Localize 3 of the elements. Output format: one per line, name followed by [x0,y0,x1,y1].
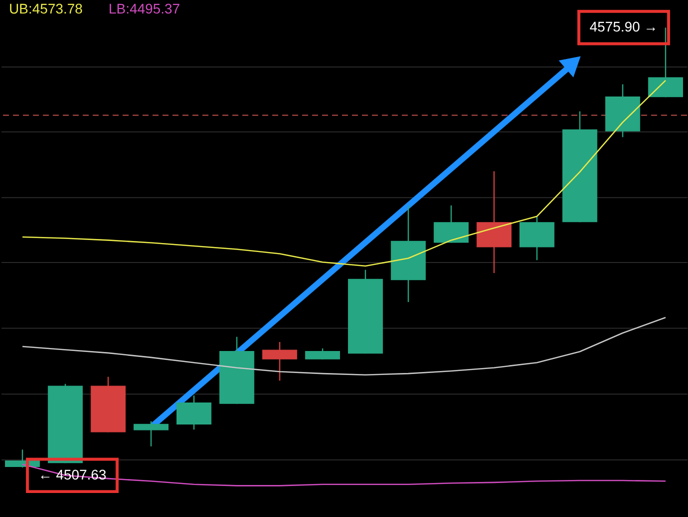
text: UB:4573.78 [8,0,83,17]
text: LB:4495.37 [108,0,180,17]
annotation: 4575.90 → [590,18,658,35]
